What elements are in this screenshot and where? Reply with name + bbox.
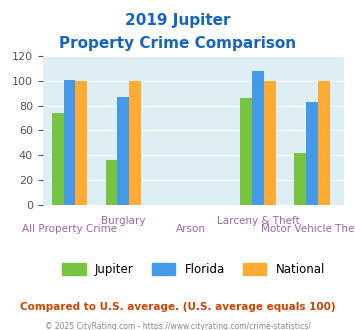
Bar — [318, 81, 330, 205]
Bar — [264, 81, 276, 205]
Bar — [240, 98, 252, 205]
Bar — [106, 160, 118, 205]
Legend: Jupiter, Florida, National: Jupiter, Florida, National — [57, 258, 330, 280]
Text: Larceny & Theft: Larceny & Theft — [217, 216, 300, 226]
Text: Arson: Arson — [176, 224, 206, 234]
Bar — [306, 102, 318, 205]
Text: Compared to U.S. average. (U.S. average equals 100): Compared to U.S. average. (U.S. average … — [20, 302, 335, 312]
Bar — [76, 81, 87, 205]
Bar — [64, 80, 76, 205]
Bar — [252, 71, 264, 205]
Text: Property Crime Comparison: Property Crime Comparison — [59, 36, 296, 51]
Bar — [129, 81, 141, 205]
Bar — [118, 97, 129, 205]
Bar — [52, 113, 64, 205]
Text: All Property Crime: All Property Crime — [22, 224, 117, 234]
Text: © 2025 CityRating.com - https://www.cityrating.com/crime-statistics/: © 2025 CityRating.com - https://www.city… — [45, 322, 310, 330]
Text: 2019 Jupiter: 2019 Jupiter — [125, 13, 230, 28]
Text: Burglary: Burglary — [101, 216, 146, 226]
Text: Motor Vehicle Theft: Motor Vehicle Theft — [261, 224, 355, 234]
Bar — [294, 152, 306, 205]
